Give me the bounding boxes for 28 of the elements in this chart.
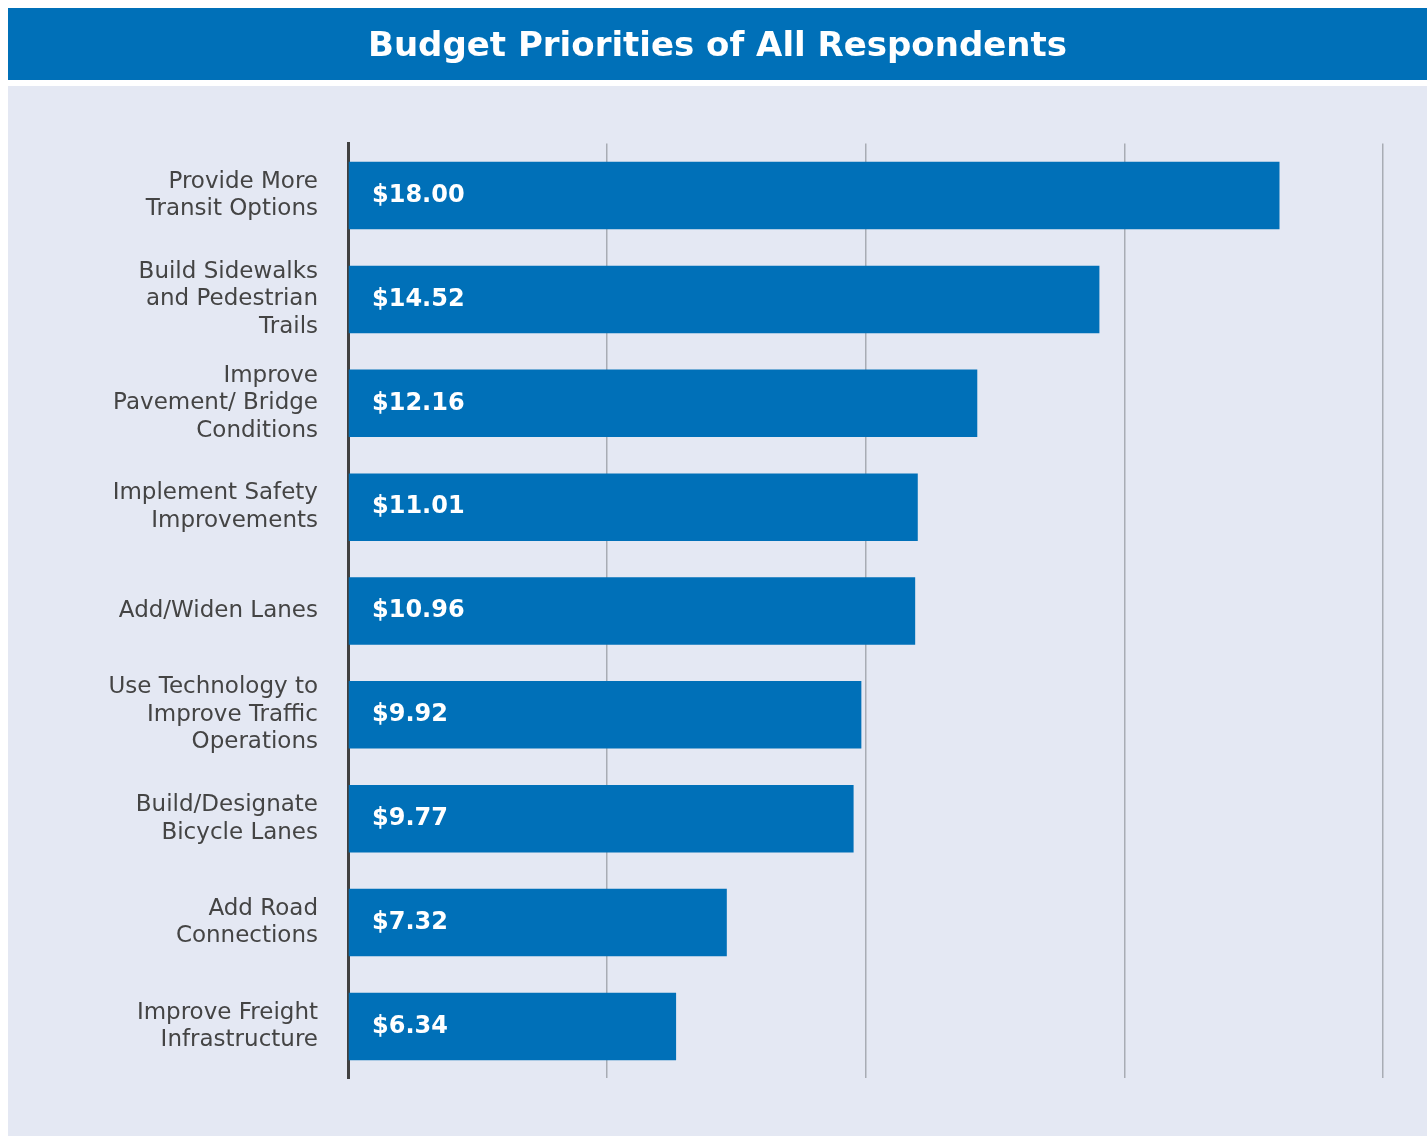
bar xyxy=(348,473,918,541)
bar xyxy=(348,161,1280,230)
bar xyxy=(348,681,862,749)
data-label: $7.32 xyxy=(372,906,448,935)
bar xyxy=(348,888,727,957)
bar xyxy=(348,992,677,1061)
bar xyxy=(348,784,854,853)
data-label: $9.92 xyxy=(372,699,448,728)
data-label: $14.52 xyxy=(372,283,465,312)
y-tick-label: Build/Designate Bicycle Lanes xyxy=(135,789,318,844)
y-tick-label: Add/Widen Lanes xyxy=(118,595,318,622)
data-label: $6.34 xyxy=(372,1010,448,1039)
chart-title: Budget Priorities of All Respondents xyxy=(8,8,1427,80)
data-label: $10.96 xyxy=(372,595,465,624)
data-label: $11.01 xyxy=(372,491,465,520)
bar xyxy=(348,369,978,438)
y-tick-label: Implement Safety Improvements xyxy=(112,478,318,532)
data-label: $18.00 xyxy=(372,179,465,208)
y-tick-label: Build Sidewalks and Pedestrian Trails xyxy=(138,256,318,338)
data-label: $12.16 xyxy=(372,387,465,416)
y-tick-label: Provide More Transit Options xyxy=(144,166,318,221)
y-tick-label: Add Road Connections xyxy=(175,893,318,948)
y-tick-label: Improve Freight Infrastructure xyxy=(136,997,318,1052)
data-label: $9.77 xyxy=(372,802,448,831)
y-tick-label: Use Technology to Improve Traffic Operations xyxy=(108,672,318,754)
y-tick-label: Improve Pavement/ Bridge Conditions xyxy=(113,360,318,442)
bar xyxy=(348,577,916,645)
bar xyxy=(348,265,1100,334)
